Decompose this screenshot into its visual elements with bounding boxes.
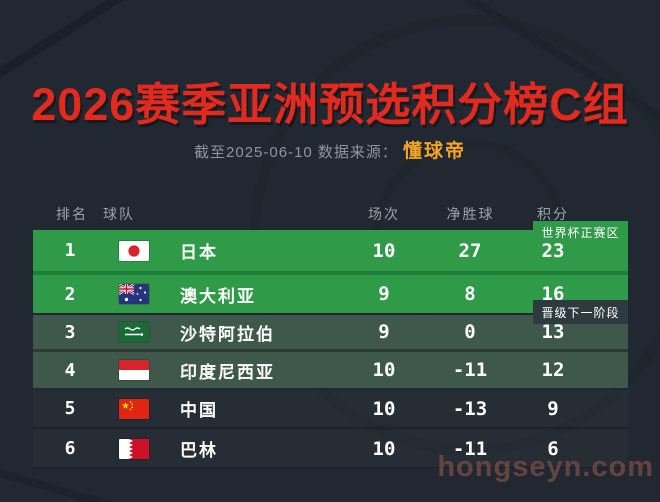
- header-points: 积分: [537, 206, 569, 222]
- goal-diff-value: -11: [452, 437, 488, 460]
- goal-diff-value: -11: [452, 359, 488, 381]
- as-of-and-source-label: 截至2025-06-10 数据来源：: [194, 144, 398, 161]
- team-name: 澳大利亚: [180, 286, 256, 306]
- played-value: 9: [378, 283, 390, 305]
- page-title: 2026赛季亚洲预选积分榜C组: [31, 79, 629, 130]
- row-separator: [33, 271, 628, 275]
- points-value: 13: [541, 321, 565, 343]
- table-row: 6 巴林 10 -11 6: [33, 430, 628, 468]
- points-value: 12: [541, 359, 565, 381]
- goal-diff-value: 0: [464, 321, 476, 343]
- goal-diff-value: -13: [452, 397, 488, 420]
- goal-diff-value: 27: [458, 239, 482, 262]
- header-goal-diff: 净胜球: [446, 206, 495, 222]
- world-cup-zone-badge: 世界杯正赛区: [533, 221, 628, 243]
- played-value: 9: [378, 321, 390, 343]
- team-name: 日本: [180, 243, 218, 262]
- japan-flag-icon: [119, 240, 149, 261]
- points-value: 16: [541, 283, 565, 305]
- subtitle: 截至2025-06-10 数据来源： 懂球帝: [0, 136, 660, 163]
- data-source-name: 懂球帝: [402, 141, 466, 162]
- rank-value: 3: [64, 321, 76, 343]
- table-row: 1 日本 10 27 23: [33, 230, 628, 271]
- table-row: 2 澳大利亚 9 8 16: [33, 275, 628, 313]
- header-rank: 排名: [56, 206, 88, 222]
- australia-flag-icon: [119, 284, 149, 304]
- played-value: 10: [372, 359, 396, 381]
- points-value: 23: [541, 239, 565, 262]
- played-value: 10: [372, 397, 396, 420]
- table-row: 4 印度尼西亚 10 -11 12: [33, 352, 628, 388]
- rank-value: 1: [64, 240, 76, 261]
- saudi-arabia-flag-icon: [119, 322, 149, 342]
- header-team: 球队: [103, 206, 135, 222]
- bahrain-flag-icon: [119, 438, 149, 459]
- team-name: 沙特阿拉伯: [180, 324, 275, 344]
- rank-value: 4: [64, 359, 76, 381]
- played-value: 10: [372, 239, 396, 262]
- table-row: 3 沙特阿拉伯 9 0 13: [33, 315, 628, 349]
- team-name: 中国: [180, 401, 218, 420]
- points-value: 9: [547, 397, 559, 420]
- team-name: 印度尼西亚: [180, 362, 275, 382]
- row-separator: [33, 349, 628, 352]
- rank-value: 2: [64, 283, 76, 305]
- site-watermark: hongseyn.com: [437, 451, 654, 483]
- played-value: 10: [372, 437, 396, 460]
- points-value: 6: [547, 437, 559, 460]
- china-flag-icon: [119, 398, 149, 419]
- team-name: 巴林: [180, 441, 218, 460]
- rank-value: 6: [64, 438, 76, 459]
- rank-value: 5: [64, 398, 76, 419]
- table-row: 5 中国 10 -13 9: [33, 390, 628, 428]
- next-stage-zone-badge: 晋级下一阶段: [533, 300, 628, 324]
- indonesia-flag-icon: [119, 360, 149, 380]
- header-played: 场次: [368, 206, 400, 222]
- goal-diff-value: 8: [464, 283, 476, 305]
